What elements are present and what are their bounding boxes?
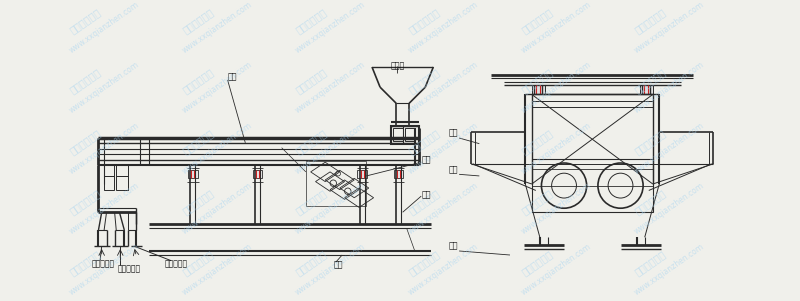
Text: 底座: 底座 bbox=[449, 242, 458, 250]
Text: 新乡千搏机械: 新乡千搏机械 bbox=[633, 6, 667, 35]
Text: 新乡千搏机械: 新乡千搏机械 bbox=[520, 127, 554, 156]
Text: www.xxqianzhen.com: www.xxqianzhen.com bbox=[181, 182, 254, 237]
Text: 新乡千搏机械: 新乡千搏机械 bbox=[633, 248, 667, 277]
Text: www.xxqianzhen.com: www.xxqianzhen.com bbox=[633, 0, 706, 55]
Text: 新乡千搏机械: 新乡千搏机械 bbox=[633, 67, 667, 95]
Text: 新乡千搏机械: 新乡千搏机械 bbox=[181, 188, 215, 216]
Text: 新乡千搏机械: 新乡千搏机械 bbox=[633, 188, 667, 216]
Bar bbox=[405, 128, 414, 141]
Text: www.xxqianzhen.com: www.xxqianzhen.com bbox=[68, 242, 141, 297]
Text: www.xxqianzhen.com: www.xxqianzhen.com bbox=[406, 242, 480, 297]
Text: 新乡千搏机械: 新乡千搏机械 bbox=[294, 67, 328, 95]
Text: 新乡千搏机械: 新乡千搏机械 bbox=[520, 248, 554, 277]
Text: 粗料出料口: 粗料出料口 bbox=[92, 259, 115, 268]
Text: www.xxqianzhen.com: www.xxqianzhen.com bbox=[633, 61, 706, 115]
Bar bbox=[116, 176, 128, 190]
Text: www.xxqianzhen.com: www.xxqianzhen.com bbox=[294, 182, 367, 237]
Text: 新乡千搏机械: 新乡千搏机械 bbox=[294, 6, 328, 35]
Text: www.xxqianzhen.com: www.xxqianzhen.com bbox=[633, 242, 706, 297]
Text: www.xxqianzhen.com: www.xxqianzhen.com bbox=[520, 61, 593, 115]
Text: 新乡千搏机械: 新乡千搏机械 bbox=[181, 127, 215, 156]
Bar bbox=[390, 126, 419, 144]
Text: 新乡千搏机械: 新乡千搏机械 bbox=[406, 248, 442, 277]
Text: www.xxqianzhen.com: www.xxqianzhen.com bbox=[68, 61, 141, 115]
Bar bbox=[116, 165, 128, 176]
Text: 新乡千搏机械: 新乡千搏机械 bbox=[520, 67, 554, 95]
Text: 新乡千搏机械: 新乡千搏机械 bbox=[68, 248, 102, 277]
Text: 新乡千搏机械: 新乡千搏机械 bbox=[406, 127, 442, 156]
Bar bbox=[640, 85, 653, 95]
Bar bbox=[306, 161, 366, 206]
Text: www.xxqianzhen.com: www.xxqianzhen.com bbox=[181, 0, 254, 55]
Text: 底座: 底座 bbox=[334, 260, 343, 269]
Text: 新乡千搏机械: 新乡千搏机械 bbox=[520, 6, 554, 35]
Text: www.xxqianzhen.com: www.xxqianzhen.com bbox=[68, 0, 141, 55]
Text: www.xxqianzhen.com: www.xxqianzhen.com bbox=[633, 121, 706, 176]
Text: 新乡千搏机械: 新乡千搏机械 bbox=[181, 67, 215, 95]
Text: 新乡千搏机械: 新乡千搏机械 bbox=[294, 188, 328, 216]
Bar bbox=[532, 159, 653, 212]
Bar bbox=[104, 176, 114, 190]
Text: 新乡千搏机械: 新乡千搏机械 bbox=[181, 6, 215, 35]
Bar bbox=[104, 165, 114, 176]
Text: 新乡千搏机械: 新乡千搏机械 bbox=[406, 67, 442, 95]
Text: www.xxqianzhen.com: www.xxqianzhen.com bbox=[181, 121, 254, 176]
Text: www.xxqianzhen.com: www.xxqianzhen.com bbox=[68, 182, 141, 237]
Text: 新乡千搏机械: 新乡千搏机械 bbox=[68, 188, 102, 216]
Text: www.xxqianzhen.com: www.xxqianzhen.com bbox=[294, 242, 367, 297]
Text: www.xxqianzhen.com: www.xxqianzhen.com bbox=[406, 121, 480, 176]
Text: 新乡千搏机械: 新乡千搏机械 bbox=[633, 127, 667, 156]
Text: www.xxqianzhen.com: www.xxqianzhen.com bbox=[633, 182, 706, 237]
Bar bbox=[358, 170, 367, 178]
Text: www.xxqianzhen.com: www.xxqianzhen.com bbox=[294, 121, 367, 176]
Text: 新乡千搏机械: 新乡千搏机械 bbox=[68, 127, 102, 156]
Text: www.xxqianzhen.com: www.xxqianzhen.com bbox=[406, 61, 480, 115]
Bar bbox=[188, 170, 198, 178]
Bar bbox=[394, 170, 403, 178]
Text: 中料出料口: 中料出料口 bbox=[118, 264, 141, 273]
Text: 新乡千搏机械: 新乡千搏机械 bbox=[68, 6, 102, 35]
Text: www.xxqianzhen.com: www.xxqianzhen.com bbox=[520, 182, 593, 237]
Text: www.xxqianzhen.com: www.xxqianzhen.com bbox=[520, 121, 593, 176]
Text: www.xxqianzhen.com: www.xxqianzhen.com bbox=[406, 182, 480, 237]
Text: www.xxqianzhen.com: www.xxqianzhen.com bbox=[520, 0, 593, 55]
Text: 电机: 电机 bbox=[449, 165, 458, 174]
Text: 新乡千搏机械: 新乡千搏机械 bbox=[68, 67, 102, 95]
Text: www.xxqianzhen.com: www.xxqianzhen.com bbox=[406, 0, 480, 55]
Text: 细料出料口: 细料出料口 bbox=[165, 259, 188, 268]
Bar bbox=[393, 128, 402, 141]
Text: www.xxqianzhen.com: www.xxqianzhen.com bbox=[520, 242, 593, 297]
Text: www.xxqianzhen.com: www.xxqianzhen.com bbox=[294, 61, 367, 115]
Text: 新乡千搏机械: 新乡千搏机械 bbox=[520, 188, 554, 216]
Text: 筛箱: 筛箱 bbox=[227, 72, 237, 81]
Text: 新乡千搏机械: 新乡千搏机械 bbox=[406, 188, 442, 216]
Text: www.xxqianzhen.com: www.xxqianzhen.com bbox=[181, 242, 254, 297]
Text: www.xxqianzhen.com: www.xxqianzhen.com bbox=[181, 61, 254, 115]
Text: www.xxqianzhen.com: www.xxqianzhen.com bbox=[294, 0, 367, 55]
Text: 进料口: 进料口 bbox=[390, 61, 405, 70]
Text: 新乡千搏机械: 新乡千搏机械 bbox=[294, 127, 328, 156]
Bar bbox=[532, 85, 545, 95]
Text: 激质: 激质 bbox=[449, 129, 458, 138]
Text: 新乡千搏机械: 新乡千搏机械 bbox=[181, 248, 215, 277]
Text: 电机: 电机 bbox=[422, 190, 430, 199]
Text: 新乡千搏机械: 新乡千搏机械 bbox=[406, 6, 442, 35]
Bar bbox=[253, 170, 262, 178]
Text: 新乡千搏机械: 新乡千搏机械 bbox=[294, 248, 328, 277]
Text: 激质: 激质 bbox=[422, 155, 430, 164]
Text: www.xxqianzhen.com: www.xxqianzhen.com bbox=[68, 121, 141, 176]
